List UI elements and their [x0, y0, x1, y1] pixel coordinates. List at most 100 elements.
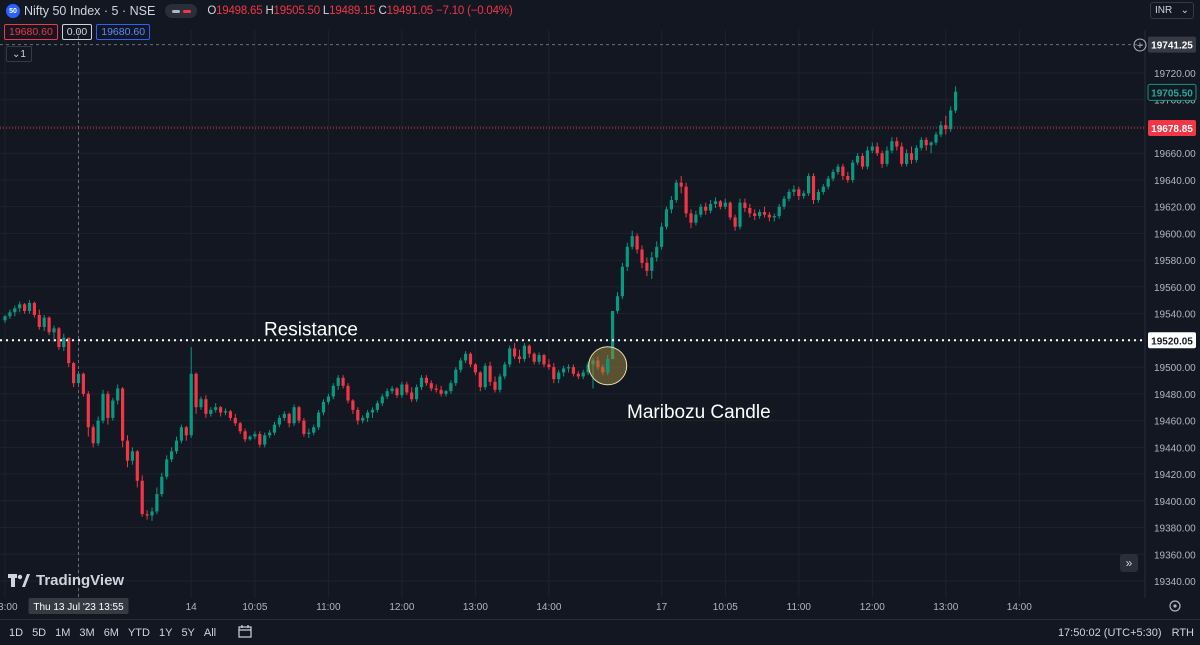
timeframe-5d[interactable]: 5D	[32, 626, 47, 639]
legend-header: 50 Nifty 50 Index · 5 · NSE O19498.65 H1…	[0, 0, 513, 22]
price-tick-label: 19720.00	[1154, 69, 1196, 80]
candle-up	[650, 257, 654, 271]
candle-up	[508, 348, 512, 365]
time-tick-label: 17	[656, 602, 668, 613]
candle-down	[679, 182, 683, 187]
timeframe-6m[interactable]: 6M	[103, 626, 119, 639]
candle-down	[532, 353, 536, 362]
candle-up	[317, 412, 321, 428]
time-tick-label: 10:05	[713, 602, 738, 613]
candle-down	[341, 377, 345, 386]
candle-down	[86, 393, 90, 428]
candle-up	[380, 396, 384, 404]
scroll-to-realtime-button[interactable]: »	[1120, 554, 1138, 572]
time-tick-label: 13:00	[0, 602, 18, 613]
sell-price-button[interactable]: 19680.60	[4, 24, 58, 40]
price-tick-label: 19460.00	[1154, 417, 1196, 428]
candle-up	[52, 328, 56, 333]
timeframe-3m[interactable]: 3M	[79, 626, 95, 639]
price-tick-label: 19620.00	[1154, 203, 1196, 214]
symbol-title[interactable]: Nifty 50 Index · 5 · NSE	[24, 4, 156, 18]
timeframe-all[interactable]: All	[203, 626, 217, 639]
price-tick-label: 19500.00	[1154, 363, 1196, 374]
candle-down	[841, 166, 845, 176]
candle-up	[611, 310, 615, 360]
candle-up	[919, 139, 923, 148]
candle-up	[165, 459, 169, 477]
candle-up	[263, 435, 267, 445]
add-alert-icon[interactable]	[1133, 38, 1147, 52]
last-price-tag: 19705.50	[1151, 88, 1193, 99]
time-tick-label: 13:00	[933, 602, 958, 613]
candle-down	[748, 208, 752, 214]
date-range-icon[interactable]	[238, 624, 253, 641]
candle-up	[625, 246, 629, 267]
candle-down	[297, 407, 301, 421]
timeframe-1d[interactable]: 1D	[9, 626, 24, 639]
candle-up	[782, 198, 786, 207]
candle-up	[660, 226, 664, 247]
double-chevron-right-icon: »	[1125, 556, 1133, 570]
candle-up	[865, 150, 869, 167]
candle-up	[674, 182, 678, 200]
clock-timezone[interactable]: 17:50:02 (UTC+5:30)	[1057, 626, 1162, 639]
candle-down	[238, 423, 242, 432]
tradingview-logo: TradingView	[8, 572, 124, 589]
time-tick-label: 11:00	[316, 602, 341, 613]
legend-toggle-pill[interactable]	[165, 4, 198, 18]
candle-up	[934, 134, 938, 143]
candle-down	[473, 364, 477, 373]
candle-up	[268, 432, 272, 436]
time-axis-settings-icon[interactable]	[1169, 600, 1181, 612]
price-tick-label: 19440.00	[1154, 443, 1196, 454]
price-tick-label: 19660.00	[1154, 149, 1196, 160]
change-value: −7.10 (−0.04%)	[435, 5, 513, 17]
candle-up	[214, 407, 218, 410]
candle-down	[547, 364, 551, 368]
candle-up	[375, 403, 379, 410]
price-tick-label: 19400.00	[1154, 497, 1196, 508]
open-label: O	[207, 5, 217, 17]
candle-up	[929, 142, 933, 146]
low-value: 19489.15	[329, 5, 376, 17]
candle-down	[81, 373, 85, 394]
candle-up	[914, 147, 918, 160]
price-tick-label: 19340.00	[1154, 577, 1196, 588]
candle-down	[811, 175, 816, 200]
candle-down	[135, 451, 139, 481]
candle-up	[62, 337, 66, 348]
candle-up	[18, 304, 22, 309]
candle-up	[772, 216, 776, 218]
candle-down	[32, 302, 36, 315]
candle-up	[3, 316, 7, 321]
chevron-down-icon: ⌄	[12, 48, 21, 60]
indicators-collapse-button[interactable]: ⌄ 1	[6, 46, 32, 62]
candle-down	[405, 384, 409, 393]
candle-up	[400, 384, 404, 396]
timeframe-1y[interactable]: 1Y	[158, 626, 173, 639]
candle-up	[699, 206, 703, 215]
chevron-down-icon: ⌄	[1180, 5, 1189, 16]
timeframe-ytd[interactable]: YTD	[127, 626, 150, 639]
session-toggle[interactable]: RTH	[1171, 626, 1194, 639]
candle-down	[243, 431, 247, 440]
price-tick-label: 19700.00	[1154, 96, 1196, 107]
candle-up	[836, 166, 840, 172]
timeframe-5y[interactable]: 5Y	[181, 626, 195, 639]
bottom-toolbar-right: 17:50:02 (UTC+5:30) RTH	[1058, 627, 1194, 639]
candle-down	[733, 217, 737, 227]
bottom-toolbar: 1D 5D 1M 3M 6M YTD 1Y 5Y All 17:50:02 (U…	[0, 619, 1200, 645]
eye-icon	[171, 9, 180, 13]
timeframe-1m[interactable]: 1M	[55, 626, 71, 639]
price-tags: 19741.25 19705.50 19678.85 19520.05	[1147, 36, 1197, 349]
candle-down	[944, 125, 948, 130]
candle-down	[924, 139, 928, 146]
candle-down	[797, 189, 801, 196]
candle-down	[258, 433, 262, 445]
wave-icon	[182, 9, 191, 13]
candle-up	[792, 189, 796, 192]
currency-select[interactable]: INR ⌄	[1150, 2, 1194, 19]
buy-price-button[interactable]: 19680.60	[96, 24, 151, 40]
ohlc-values: O19498.65 H19505.50 L19489.15 C19491.05 …	[207, 5, 512, 17]
